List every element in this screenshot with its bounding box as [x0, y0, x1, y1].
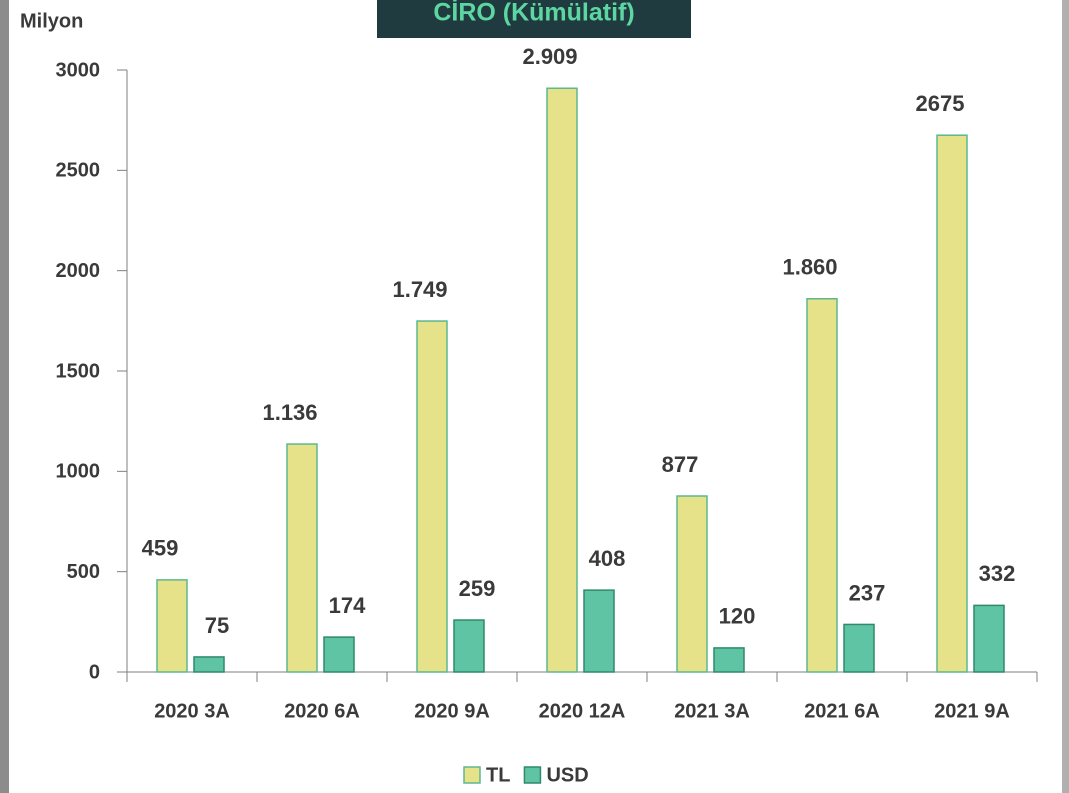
y-tick-label: 1000: [56, 461, 101, 483]
x-tick-label: 2021 3A: [674, 700, 750, 722]
left-edge: [0, 0, 9, 793]
y-tick-label: 0: [89, 661, 100, 683]
bar: [416, 320, 448, 673]
bar: [843, 623, 875, 673]
x-tick-label: 2020 3A: [154, 700, 230, 722]
data-label: 1.136: [262, 400, 317, 425]
bar: [936, 134, 968, 673]
data-label: 75: [205, 613, 229, 638]
data-label: 259: [459, 576, 496, 601]
bar: [286, 443, 318, 673]
bar: [323, 636, 355, 673]
data-label: 332: [979, 561, 1016, 586]
x-tick-label: 2021 6A: [804, 700, 880, 722]
y-tick-label: 2000: [56, 260, 101, 282]
chart-title: CİRO (Kümülatif): [433, 0, 634, 27]
data-label: 877: [662, 452, 699, 477]
data-label: 174: [329, 593, 366, 618]
y-tick-label: 1500: [56, 360, 101, 382]
bar: [193, 656, 225, 673]
x-tick-label: 2020 9A: [414, 700, 490, 722]
right-edge: [1062, 0, 1069, 793]
y-tick-label: 3000: [56, 59, 101, 81]
legend-swatch: [463, 766, 481, 784]
bar: [156, 579, 188, 673]
title-box: [377, 0, 691, 38]
x-tick-label: 2021 9A: [934, 700, 1010, 722]
data-label: 459: [142, 536, 179, 561]
data-label: 2675: [916, 91, 965, 116]
bar: [806, 298, 838, 673]
data-label: 237: [849, 580, 886, 605]
bar: [546, 87, 578, 673]
bar: [676, 495, 708, 673]
legend-label: USD: [546, 764, 588, 786]
bar: [583, 589, 615, 673]
x-tick-label: 2020 12A: [539, 700, 626, 722]
data-label: 1.860: [782, 255, 837, 280]
data-label: 2.909: [522, 44, 577, 69]
x-tick-label: 2020 6A: [284, 700, 360, 722]
data-label: 120: [719, 604, 756, 629]
y-axis-label: Milyon: [20, 10, 83, 32]
y-tick-label: 2500: [56, 160, 101, 182]
y-tick-label: 500: [67, 561, 100, 583]
legend-swatch: [523, 766, 542, 784]
legend-label: TL: [486, 764, 510, 786]
data-label: 408: [589, 546, 626, 571]
bar: [453, 619, 485, 673]
bar: [713, 647, 745, 673]
bar: [973, 604, 1005, 673]
data-label: 1.749: [392, 277, 447, 302]
